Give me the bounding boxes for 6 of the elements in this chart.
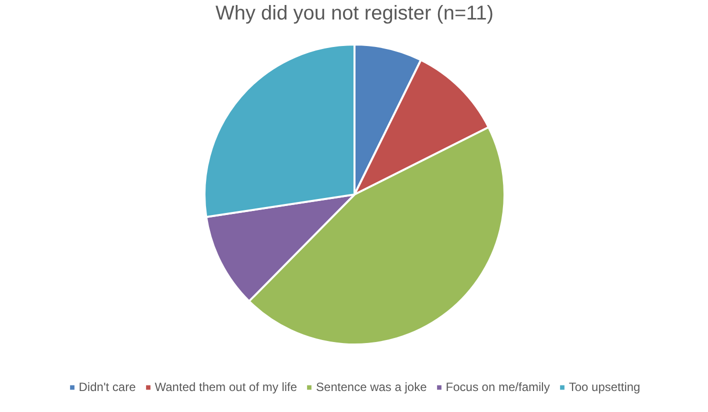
legend-label: Didn't care: [78, 380, 136, 394]
legend-label: Sentence was a joke: [316, 380, 427, 394]
legend-label: Focus on me/family: [446, 380, 550, 394]
legend-label: Wanted them out of my life: [154, 380, 298, 394]
chart-title: Why did you not register (n=11): [215, 2, 494, 24]
legend-label: Too upsetting: [568, 380, 640, 394]
